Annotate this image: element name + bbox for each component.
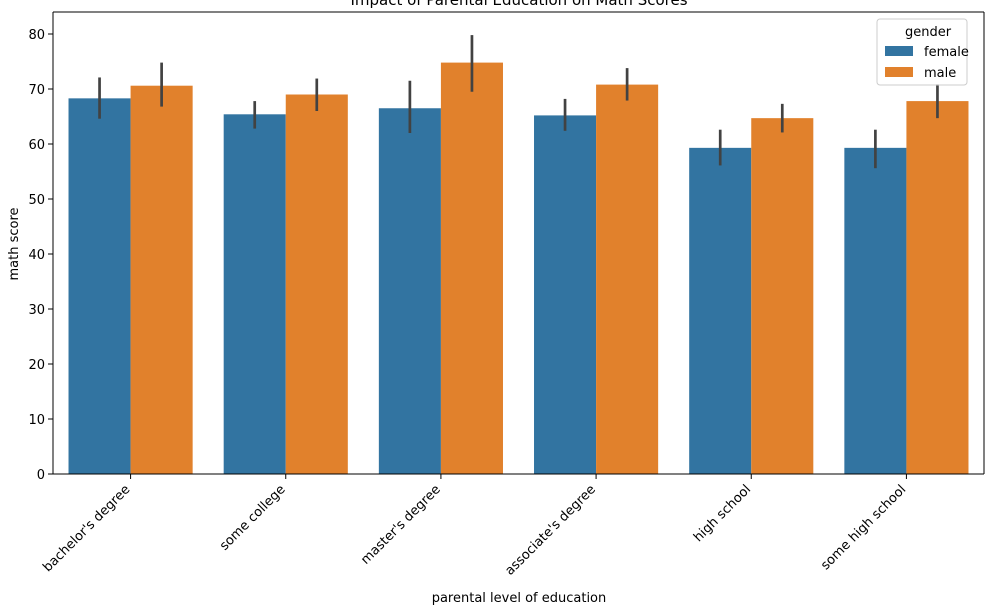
bar-male-some-high-school xyxy=(906,101,969,474)
y-tick-label-10: 10 xyxy=(28,413,45,428)
bar-male-some-college xyxy=(285,94,348,474)
bar-female-some-college xyxy=(223,114,286,475)
x-tick-label-some-high-school: some high school xyxy=(818,482,909,573)
legend-title: gender xyxy=(905,25,952,40)
bar-female-associate-s-degree xyxy=(534,115,597,475)
legend-label-female: female xyxy=(924,45,969,60)
y-tick-label-60: 60 xyxy=(28,138,45,153)
bar-male-associate-s-degree xyxy=(596,84,659,474)
y-tick-label-80: 80 xyxy=(28,28,45,43)
legend-label-male: male xyxy=(924,66,956,81)
x-tick-label-bachelor-s-degree: bachelor's degree xyxy=(40,482,133,575)
bar-male-master-s-degree xyxy=(440,62,503,474)
bar-female-high-school xyxy=(689,147,752,474)
chart-title: Impact of Parental Education on Math Sco… xyxy=(350,0,687,9)
bar-male-high-school xyxy=(751,118,814,475)
bar-female-master-s-degree xyxy=(378,108,441,474)
bar-male-bachelor-s-degree xyxy=(130,85,193,474)
x-axis-title: parental level of education xyxy=(432,591,607,606)
x-tick-label-associate-s-degree: associate's degree xyxy=(503,482,599,578)
y-tick-label-40: 40 xyxy=(28,248,45,263)
y-tick-label-20: 20 xyxy=(28,358,45,373)
y-axis-title: math score xyxy=(7,207,22,280)
legend-swatch-female xyxy=(885,46,913,56)
bar-female-some-high-school xyxy=(844,147,907,474)
y-tick-label-0: 0 xyxy=(37,468,45,483)
plot-area: 0 10 20 30 40 50 60 70 80 bachelor's degree some c… xyxy=(28,11,985,579)
y-tick-label-70: 70 xyxy=(28,83,45,98)
y-tick-label-30: 30 xyxy=(28,303,45,318)
x-tick-label-master-s-degree: master's degree xyxy=(358,482,443,567)
y-tick-label-50: 50 xyxy=(28,193,45,208)
bar-female-bachelor-s-degree xyxy=(68,98,131,474)
x-tick-label-high-school: high school xyxy=(691,482,754,545)
legend: gender female male xyxy=(876,18,969,86)
x-tick-label-some-college: some college xyxy=(217,482,288,553)
legend-swatch-male xyxy=(885,67,913,77)
